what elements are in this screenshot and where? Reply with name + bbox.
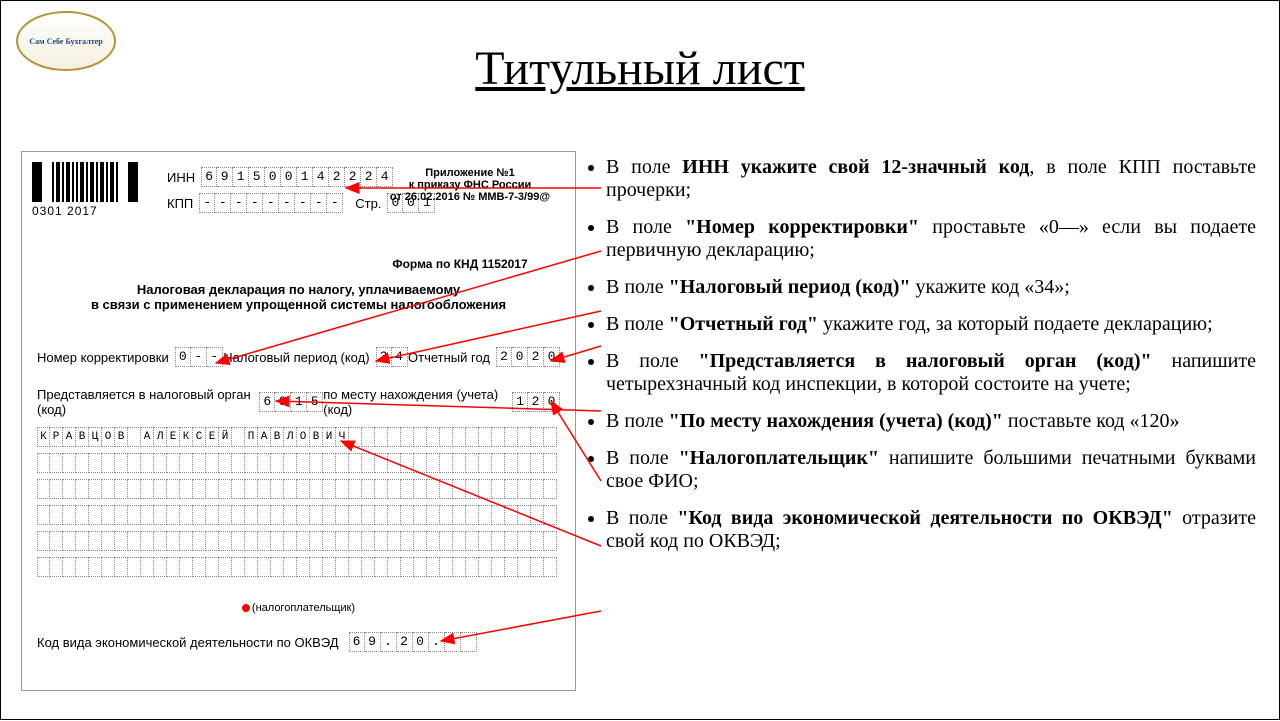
bullet-7: В поле "Код вида экономической деятельно… [606,507,1256,553]
bullet-4: В поле "Представляется в налоговый орган… [606,350,1256,396]
bullet-6: В поле "Налогоплательщик" напишите больш… [606,447,1256,493]
taxpayer-name-grid: КРАВЦОВ АЛЕКСЕЙ ПАВЛОВИЧ [37,427,560,583]
name-row-3 [37,479,560,499]
authority-label: Представляется в налоговый орган (код) [37,387,253,417]
appendix-info: Приложение №1 к приказу ФНС России от 26… [380,167,560,203]
barcode: 0301 2017 [32,162,138,218]
year-cells: 2020 [496,347,560,367]
correction-label: Номер корректировки [37,350,169,365]
bullet-2: В поле "Налоговый период (код)" укажите … [606,276,1256,299]
inn-cells: 691500142224 [201,167,393,187]
name-row-5 [37,531,560,551]
red-dot-icon [242,604,250,612]
kpp-label: КПП [167,196,193,211]
name-row-4 [37,505,560,525]
page-label: Стр. [355,196,381,211]
location-cells: 120 [512,392,560,412]
location-label: по месту нахождения (учета) (код) [323,387,506,417]
page-title: Титульный лист [1,41,1279,96]
kpp-cells: --------- [199,193,343,213]
taxpayer-caption: (налогоплательщик) [22,602,575,614]
inn-label: ИНН [167,170,195,185]
okved-cells: 69.20. [349,632,477,652]
tax-form: 0301 2017 ИНН 691500142224 КПП ---------… [21,151,576,691]
name-row-6 [37,557,560,577]
year-label: Отчетный год [408,350,490,365]
form-code: Форма по КНД 1152017 [360,257,560,271]
period-label: Налоговый период (код) [223,350,369,365]
authority-cells: 6915 [259,392,323,412]
name-row-1: КРАВЦОВ АЛЕКСЕЙ ПАВЛОВИЧ [37,427,560,447]
bullet-5: В поле "По месту нахождения (учета) (код… [606,410,1256,433]
bullet-1: В поле "Номер корректировки" проставьте … [606,216,1256,262]
correction-cells: 0-- [175,347,223,367]
name-row-2 [37,453,560,473]
barcode-number: 0301 2017 [32,204,138,218]
declaration-title: Налоговая декларация по налогу, уплачива… [22,282,575,312]
explanation-list: В поле ИНН укажите свой 12-значный код, … [606,156,1256,567]
okved-label: Код вида экономической деятельности по О… [37,635,339,650]
bullet-0: В поле ИНН укажите свой 12-значный код, … [606,156,1256,202]
period-cells: 34 [376,347,408,367]
bullet-3: В поле "Отчетный год" укажите год, за ко… [606,313,1256,336]
